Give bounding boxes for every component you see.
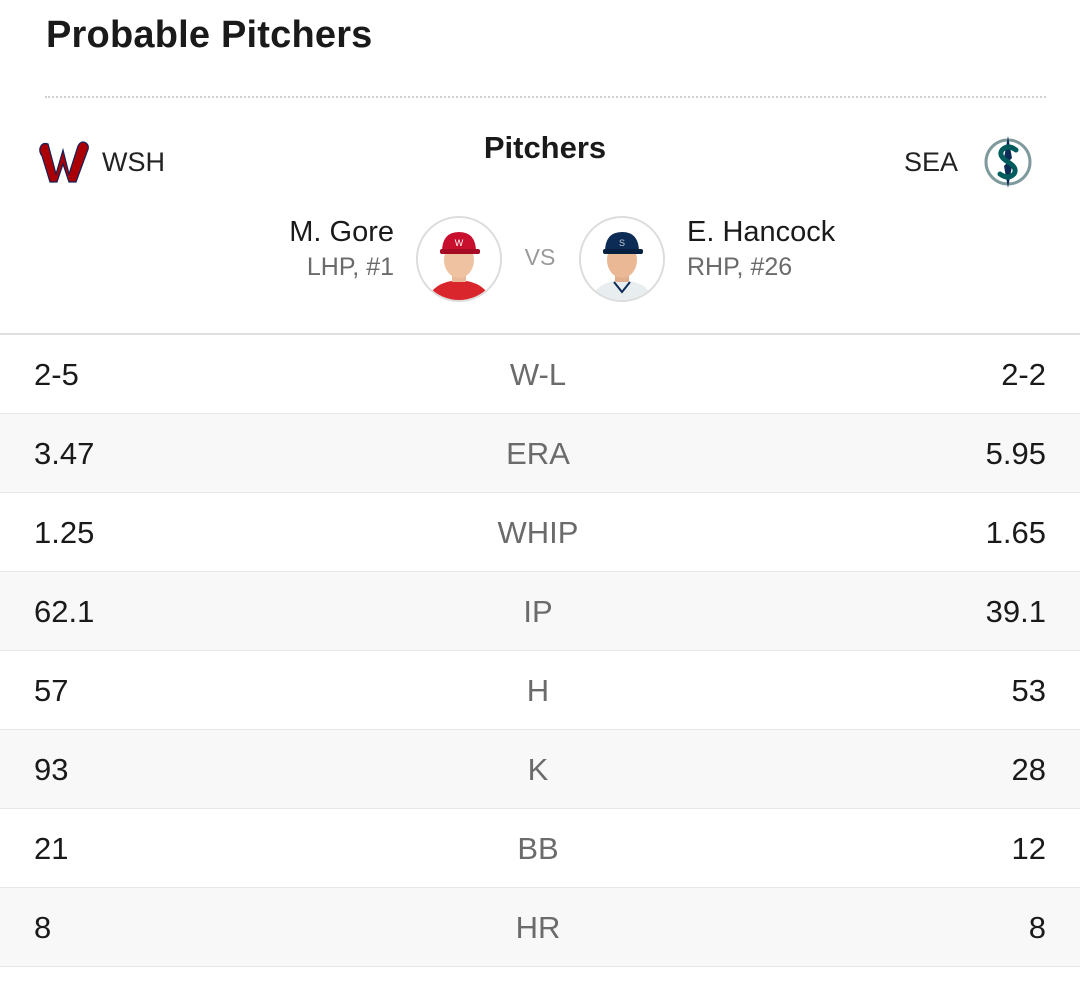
home-team-abbr: SEA [903, 146, 958, 177]
stat-label: K [527, 752, 549, 787]
home-pitcher-headshot[interactable]: S [579, 216, 665, 302]
stat-label: HR [515, 910, 561, 945]
home-stat-value: 8 [1028, 910, 1046, 945]
home-stat-value: 28 [1011, 752, 1046, 787]
stat-label: ERA [506, 436, 570, 471]
away-pitcher-name[interactable]: M. Gore [289, 216, 394, 248]
stat-row-k: 93 K 28 [0, 730, 1080, 809]
stat-row-hr: 8 HR 8 [0, 888, 1080, 967]
stat-label: W-L [509, 357, 567, 392]
away-team[interactable]: WSH [36, 134, 165, 190]
section-title: Probable Pitchers [46, 14, 373, 56]
stat-row-h: 57 H 53 [0, 651, 1080, 730]
home-stat-value: 12 [1011, 831, 1046, 866]
stat-label: H [526, 673, 550, 708]
stat-row-ip: 62.1 IP 39.1 [0, 572, 1080, 651]
svg-text:S: S [619, 238, 625, 248]
away-stat-value: 8 [34, 910, 52, 945]
away-team-abbr: WSH [102, 146, 165, 177]
home-stat-value: 53 [1011, 673, 1046, 708]
home-pitcher-detail: RHP, #26 [687, 253, 793, 281]
stat-label: IP [523, 594, 553, 629]
pitcher-stats-table: 2-5 W-L 2-2 3.47 ERA 5.95 1.25 WHIP 1.65… [0, 335, 1080, 967]
headshot-icon: W [418, 218, 500, 300]
away-stat-value: 3.47 [34, 436, 95, 471]
away-stat-value: 57 [34, 673, 69, 708]
stat-label: WHIP [497, 515, 579, 550]
away-pitcher-headshot[interactable]: W [416, 216, 502, 302]
stat-row-bb: 21 BB 12 [0, 809, 1080, 888]
mariners-compass-logo-icon [984, 136, 1032, 188]
headshot-icon: S [581, 218, 663, 300]
home-pitcher[interactable]: E. Hancock RHP, #26 [687, 214, 835, 284]
home-stat-value: 5.95 [985, 436, 1046, 471]
home-stat-value: 1.65 [985, 515, 1046, 550]
stat-label: BB [517, 831, 559, 866]
home-team[interactable]: SEA [904, 134, 1036, 190]
svg-text:W: W [455, 238, 464, 248]
divider [45, 96, 1046, 98]
stat-row-w-l: 2-5 W-L 2-2 [0, 335, 1080, 414]
nationals-w-logo-icon [39, 141, 89, 183]
home-stat-value: 2-2 [1001, 357, 1046, 392]
home-stat-value: 39.1 [985, 594, 1046, 629]
pitchers-column-title: Pitchers [483, 130, 607, 165]
home-pitcher-name[interactable]: E. Hancock [687, 216, 836, 248]
away-pitcher-detail: LHP, #1 [306, 253, 394, 281]
away-pitcher[interactable]: M. Gore LHP, #1 [289, 214, 394, 284]
stat-row-era: 3.47 ERA 5.95 [0, 414, 1080, 493]
vs-label: VS [524, 244, 556, 270]
away-stat-value: 93 [34, 752, 69, 787]
away-stat-value: 62.1 [34, 594, 95, 629]
away-stat-value: 2-5 [34, 357, 79, 392]
stats-divider [0, 333, 1080, 335]
stat-row-whip: 1.25 WHIP 1.65 [0, 493, 1080, 572]
away-stat-value: 1.25 [34, 515, 95, 550]
away-stat-value: 21 [34, 831, 69, 866]
